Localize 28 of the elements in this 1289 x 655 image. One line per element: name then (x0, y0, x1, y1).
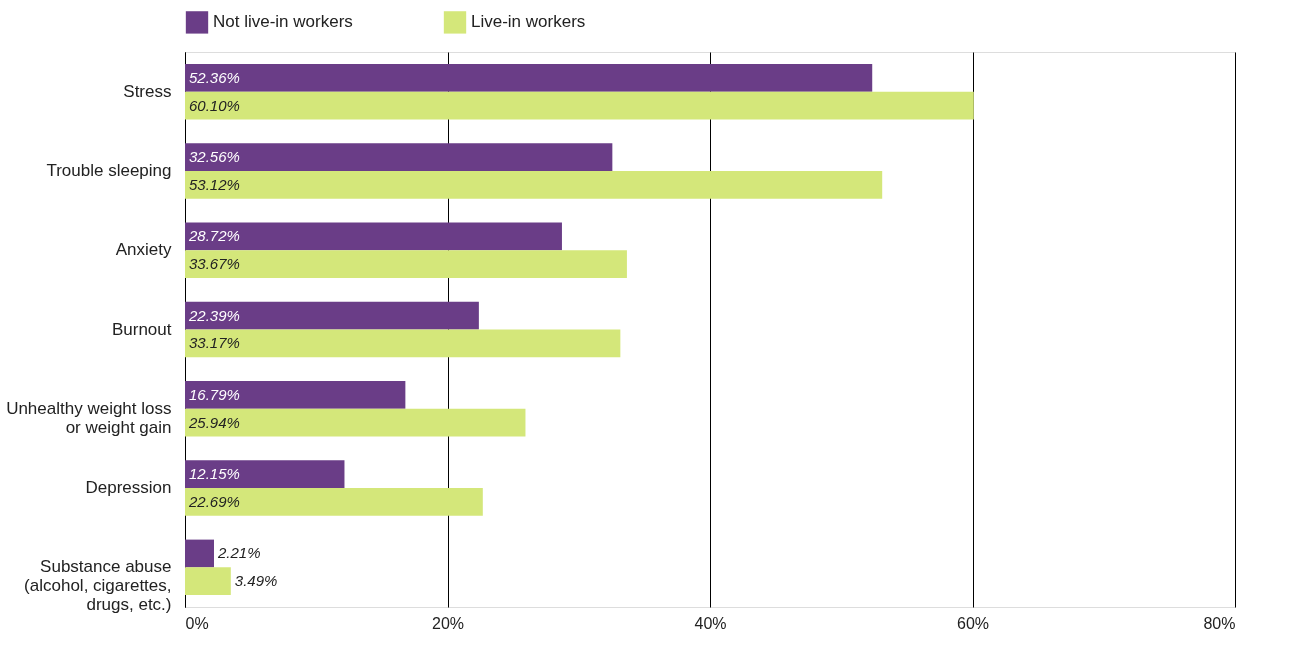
data-label: 60.10% (189, 96, 240, 114)
data-label: 2.21% (217, 544, 261, 562)
x-tick-label: 20% (431, 614, 465, 632)
y-tick-label: Stress (123, 81, 172, 101)
data-label: 53.12% (189, 175, 240, 193)
data-label: 22.39% (188, 306, 240, 324)
y-tick-label: Substance abuse (alcohol, cigarettes, drugs, etc.) (24, 557, 172, 615)
y-tick-label: Depression (85, 478, 172, 498)
legend-label: Live-in workers (471, 12, 586, 32)
data-label: 33.17% (189, 334, 240, 352)
data-label: 52.36% (189, 68, 240, 86)
data-label: 25.94% (188, 413, 240, 431)
data-label: 22.69% (188, 492, 240, 510)
y-tick-label: Burnout (111, 319, 172, 339)
data-label: 33.67% (189, 255, 240, 273)
x-tick-label: 40% (694, 614, 727, 632)
y-tick-label: Trouble sleeping (46, 160, 172, 180)
x-tick-label: 0% (185, 614, 209, 632)
y-tick-label: Anxiety (115, 240, 172, 260)
data-label: 16.79% (189, 385, 240, 403)
data-label: 28.72% (188, 227, 240, 245)
x-tick-label: 60% (956, 614, 990, 632)
x-tick-label: 80% (1203, 614, 1236, 632)
y-tick-label: Unhealthy weight loss or weight gain (6, 398, 172, 437)
data-label: 3.49% (234, 572, 278, 590)
data-label: 12.15% (189, 465, 240, 483)
data-label: 32.56% (189, 148, 240, 166)
legend-label: Not live-in workers (213, 12, 353, 32)
